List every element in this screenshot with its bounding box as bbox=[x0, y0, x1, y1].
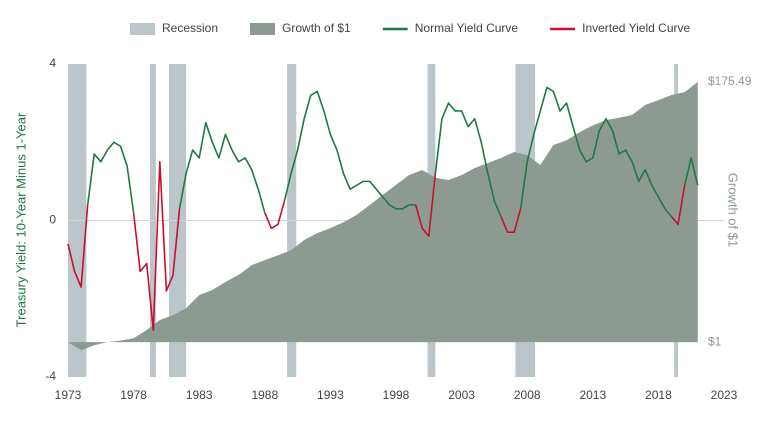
x-tick-label: 1973 bbox=[55, 388, 82, 402]
x-tick-label: 1983 bbox=[186, 388, 213, 402]
y-tick-label: -4 bbox=[45, 369, 56, 383]
x-tick-label: 1993 bbox=[317, 388, 344, 402]
y-axis-label: Treasury Yield: 10-Year Minus 1-Year bbox=[13, 112, 28, 327]
legend-swatch bbox=[250, 23, 276, 35]
x-tick-label: 2018 bbox=[645, 388, 672, 402]
legend-swatch bbox=[130, 23, 155, 35]
x-tick-label: 1988 bbox=[251, 388, 278, 402]
yield-line bbox=[86, 86, 699, 218]
y-tick-label: 0 bbox=[49, 213, 56, 227]
x-tick-label: 2013 bbox=[579, 388, 606, 402]
growth-area bbox=[68, 81, 698, 351]
legend-label: Growth of $1 bbox=[282, 21, 351, 35]
x-tick-label: 1978 bbox=[120, 388, 147, 402]
yield-line bbox=[67, 161, 686, 331]
y2-axis-label: Growth of $1 bbox=[726, 173, 741, 247]
x-tick-label: 1998 bbox=[383, 388, 410, 402]
x-tick-label: 2023 bbox=[711, 388, 738, 402]
y-tick-label: 4 bbox=[49, 56, 56, 70]
x-tick-label: 2008 bbox=[514, 388, 541, 402]
legend-label: Normal Yield Curve bbox=[415, 21, 519, 35]
y2-tick-label: $1 bbox=[708, 334, 722, 348]
x-tick-label: 2003 bbox=[448, 388, 475, 402]
legend-label: Inverted Yield Curve bbox=[582, 21, 690, 35]
y2-tick-label: $175.49 bbox=[708, 74, 752, 88]
legend-label: Recession bbox=[162, 21, 218, 35]
